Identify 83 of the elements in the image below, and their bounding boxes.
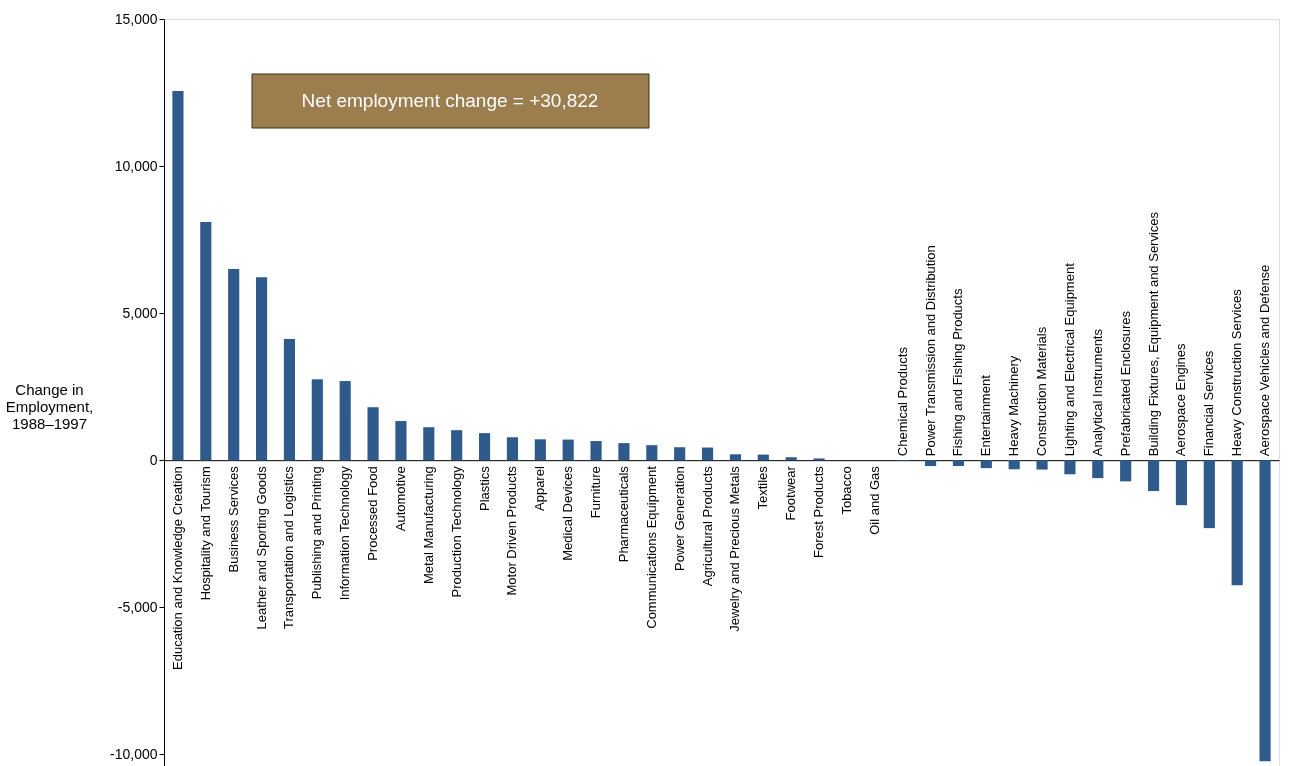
- bar: [1203, 460, 1215, 529]
- x-tick-label: Oil and Gas: [866, 465, 882, 535]
- x-tick-label: Plastics: [476, 465, 492, 511]
- x-tick-label: Pharmaceuticals: [615, 465, 631, 563]
- bar: [785, 457, 797, 461]
- x-tick-label: Power Transmission and Distribution: [922, 245, 938, 457]
- x-tick-label: Financial Services: [1201, 350, 1217, 457]
- bar: [1064, 460, 1076, 475]
- bar: [1092, 460, 1104, 479]
- x-tick-label: Forest Products: [811, 465, 827, 558]
- annotation: Net employment change = +30,822: [301, 90, 599, 111]
- x-tick-label: Analytical Instruments: [1089, 328, 1105, 457]
- x-tick-label: Medical Devices: [560, 465, 576, 561]
- x-tick-label: Publishing and Printing: [309, 466, 325, 600]
- bar: [478, 433, 491, 461]
- x-tick-label: Entertainment: [978, 374, 994, 457]
- x-tick-label: Footwear: [783, 465, 799, 521]
- x-tick-label: Education and Knowledge Creation: [169, 466, 185, 670]
- bar: [1259, 460, 1271, 762]
- bar: [618, 443, 630, 461]
- bar: [228, 269, 240, 461]
- x-tick-label: Heavy Construction Services: [1229, 288, 1245, 457]
- bar: [562, 439, 574, 461]
- y-tick-label: 0: [149, 451, 158, 468]
- y-tick-label: -10,000: [110, 745, 158, 762]
- x-tick-label: Tobacco: [838, 466, 854, 515]
- x-tick-label: Automotive: [392, 466, 408, 532]
- bar: [367, 407, 379, 461]
- bar: [339, 381, 351, 461]
- x-tick-label: Textiles: [755, 465, 771, 510]
- x-tick-label: Transportation and Logistics: [281, 465, 297, 630]
- x-tick-label: Metal Manufacturing: [420, 466, 436, 584]
- bar: [1147, 460, 1160, 492]
- bar: [506, 437, 519, 461]
- bar: [200, 221, 212, 461]
- x-tick-label: Production Technology: [448, 465, 464, 598]
- x-tick-label: Agricultural Products: [699, 465, 715, 587]
- x-tick-label: Motor Driven Products: [504, 465, 520, 596]
- y-tick-label: 10,000: [114, 157, 158, 174]
- bar: [283, 339, 296, 461]
- bar: [590, 441, 602, 461]
- bar: [1231, 460, 1243, 586]
- x-tick-label: Lighting and Electrical Equipment: [1061, 262, 1077, 457]
- x-tick-label: Business Services: [225, 465, 241, 573]
- x-tick-label: Chemical Products: [894, 346, 910, 457]
- x-tick-label: Aerospace Vehicles and Defense: [1257, 264, 1273, 457]
- y-tick-label: 15,000: [114, 10, 158, 27]
- x-tick-label: Jewelry and Precious Metals: [727, 465, 743, 632]
- y-tick-label: 5,000: [122, 304, 158, 321]
- y-tick-label: -5,000: [117, 598, 158, 615]
- bar: [395, 421, 407, 461]
- x-tick-label: Fishing and Fishing Products: [950, 288, 966, 457]
- bar: [172, 91, 184, 461]
- x-tick-label: Prefabricated Enclosures: [1117, 310, 1133, 457]
- bar: [311, 379, 323, 461]
- bar: [980, 460, 992, 469]
- bar: [255, 277, 268, 461]
- x-tick-label: Aerospace Engines: [1173, 342, 1189, 457]
- bar: [729, 454, 742, 461]
- bar: [423, 427, 435, 461]
- y-axis-title: Change in Employment, 1988–1997: [5, 380, 94, 432]
- bar: [952, 460, 965, 467]
- x-tick-label: Leather and Sporting Goods: [253, 465, 269, 630]
- x-tick-label: Information Technology: [337, 465, 353, 601]
- x-tick-label: Apparel: [532, 466, 548, 511]
- x-tick-label: Construction Materials: [1034, 326, 1050, 457]
- x-tick-label: Power Generation: [671, 466, 687, 571]
- x-tick-label: Communications Equipment: [643, 465, 659, 629]
- bar: [701, 447, 714, 461]
- bar: [924, 460, 937, 467]
- x-tick-label: Processed Food: [365, 466, 381, 561]
- x-tick-label: Heavy Machinery: [1006, 355, 1022, 457]
- bar: [646, 445, 658, 461]
- x-tick-label: Hospitality and Tourism: [197, 466, 213, 601]
- bar: [1008, 460, 1020, 470]
- bar: [1036, 460, 1048, 470]
- bar: [1175, 460, 1188, 506]
- x-tick-label: Furniture: [588, 466, 604, 519]
- x-tick-label: Building Fixtures, Equipment and Services: [1145, 211, 1161, 457]
- bar: [1120, 460, 1132, 482]
- bar: [451, 430, 463, 461]
- bar: [674, 447, 686, 461]
- bar: [534, 439, 546, 461]
